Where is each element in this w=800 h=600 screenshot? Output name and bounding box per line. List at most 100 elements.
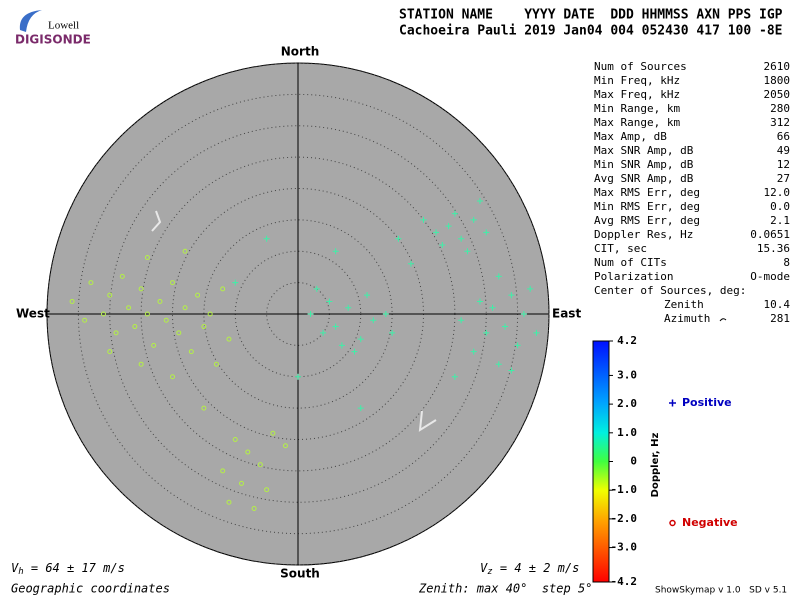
direction-label: North bbox=[281, 45, 319, 59]
point-positive bbox=[357, 336, 364, 343]
stats-value: 281 bbox=[770, 312, 790, 325]
point-negative bbox=[88, 280, 94, 286]
header-line: STATION NAME YYYY DATE DDD HHMMSS AXN PP… bbox=[399, 8, 783, 23]
point-negative bbox=[239, 480, 245, 486]
point-negative bbox=[132, 324, 138, 330]
point-negative bbox=[257, 462, 263, 468]
point-negative bbox=[282, 443, 288, 449]
colorbar-tick-label: 3.0 bbox=[617, 368, 637, 381]
point-positive bbox=[470, 216, 477, 223]
direction-label: East bbox=[552, 307, 581, 321]
point-negative bbox=[226, 336, 232, 342]
point-positive bbox=[263, 235, 270, 242]
point-positive bbox=[382, 311, 389, 317]
point-negative bbox=[251, 506, 257, 512]
point-positive bbox=[476, 298, 483, 305]
point-positive bbox=[295, 373, 301, 380]
point-positive bbox=[495, 361, 502, 368]
stats-label: Max Freq, kHz bbox=[594, 88, 680, 101]
point-negative bbox=[144, 311, 150, 317]
logo-bottom: DIGISONDE bbox=[15, 33, 91, 47]
stats-label: Num of CITs bbox=[594, 256, 667, 269]
legend-marker bbox=[669, 399, 676, 407]
point-positive bbox=[483, 229, 490, 236]
stats-value: 2050 bbox=[764, 88, 791, 101]
colorbar-tick-label: -1.0 bbox=[611, 483, 638, 496]
point-positive bbox=[489, 304, 496, 311]
point-positive bbox=[464, 248, 471, 255]
point-positive bbox=[326, 298, 333, 305]
point-negative bbox=[163, 317, 169, 323]
stats-label: Doppler Res, Hz bbox=[594, 228, 693, 241]
velocity-mark bbox=[151, 210, 162, 232]
point-negative bbox=[170, 374, 175, 380]
point-negative bbox=[207, 311, 213, 317]
stats-value: 1800 bbox=[764, 74, 791, 87]
azimuth-icon bbox=[719, 318, 727, 322]
version: ShowSkymap v 1.0 SD v 5.1 bbox=[655, 586, 787, 596]
colorbar-tick-label: 2.0 bbox=[617, 397, 637, 410]
point-positive bbox=[508, 367, 515, 374]
stats-label: Num of Sources bbox=[594, 60, 687, 73]
stats-value: 8 bbox=[783, 256, 790, 269]
point-negative bbox=[270, 430, 276, 436]
stats-label: Max SNR Amp, dB bbox=[594, 144, 694, 157]
stats-value: 0.0 bbox=[770, 200, 790, 213]
point-negative bbox=[144, 255, 150, 261]
stats-label: Avg SNR Amp, dB bbox=[594, 172, 694, 185]
legend-label: Negative bbox=[682, 516, 738, 529]
point-positive bbox=[508, 292, 515, 299]
stats-label: Min Freq, kHz bbox=[594, 74, 680, 87]
point-positive bbox=[476, 198, 483, 205]
colorbar-tick-label: 1.0 bbox=[617, 426, 637, 439]
stats-label: Avg RMS Err, deg bbox=[594, 214, 700, 227]
point-negative bbox=[213, 361, 219, 367]
stats-label: Polarization bbox=[594, 270, 673, 283]
stats-label: Min Range, km bbox=[594, 102, 680, 115]
logo-top: Lowell bbox=[48, 20, 79, 32]
point-negative bbox=[226, 499, 232, 505]
velocity-mark bbox=[418, 410, 437, 432]
point-negative bbox=[182, 248, 188, 254]
point-negative bbox=[195, 292, 201, 298]
point-positive bbox=[351, 348, 358, 355]
point-negative bbox=[201, 324, 207, 330]
point-positive bbox=[338, 342, 345, 349]
stats-value: 12 bbox=[777, 158, 790, 171]
point-negative bbox=[157, 298, 163, 304]
point-negative bbox=[170, 280, 175, 286]
point-negative bbox=[82, 317, 88, 323]
point-positive bbox=[533, 329, 540, 336]
point-positive bbox=[370, 317, 377, 324]
point-negative bbox=[245, 449, 251, 455]
point-positive bbox=[451, 373, 458, 380]
stats-label: Zenith bbox=[664, 298, 704, 311]
point-positive bbox=[458, 235, 465, 242]
vz: Vz = 4 ± 2 m/s bbox=[480, 561, 579, 577]
header-line: Cachoeira Pauli 2019 Jan04 004 052430 41… bbox=[399, 24, 783, 39]
point-negative bbox=[119, 273, 125, 279]
point-negative bbox=[220, 286, 226, 292]
stats-label: Min SNR Amp, dB bbox=[594, 158, 694, 171]
stats-label: Center of Sources, deg: bbox=[594, 284, 746, 297]
point-positive bbox=[320, 329, 327, 336]
stats-value: 312 bbox=[770, 116, 790, 129]
stats-label: Max Amp, dB bbox=[594, 130, 667, 143]
point-positive bbox=[458, 317, 465, 324]
stats-value: 15.36 bbox=[757, 242, 790, 255]
stats-label: Max RMS Err, deg bbox=[594, 186, 700, 199]
point-positive bbox=[420, 216, 427, 223]
point-negative bbox=[176, 330, 182, 336]
zenith-info: Zenith: max 40° step 5° bbox=[418, 582, 592, 596]
point-positive bbox=[364, 292, 371, 299]
colorbar-tick-label: -3.0 bbox=[611, 541, 638, 554]
colorbar-tick-label: 4.2 bbox=[617, 334, 637, 347]
direction-label: South bbox=[280, 567, 320, 581]
point-positive bbox=[527, 285, 534, 292]
stats-value: 280 bbox=[770, 102, 790, 115]
stats-value: 66 bbox=[777, 130, 790, 143]
direction-label: West bbox=[16, 307, 50, 321]
point-positive bbox=[345, 304, 352, 311]
point-negative bbox=[69, 298, 75, 304]
